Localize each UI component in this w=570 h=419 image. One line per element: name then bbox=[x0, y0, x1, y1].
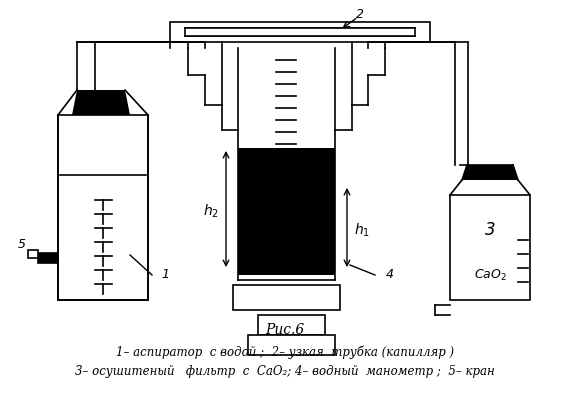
Bar bbox=[233, 285, 340, 310]
Bar bbox=[450, 195, 530, 300]
Text: 3: 3 bbox=[484, 221, 495, 239]
Bar bbox=[185, 28, 415, 36]
Bar bbox=[58, 115, 148, 300]
Text: 1– аспиратор  с водой ;  2– узкая  трубка (капилляр ): 1– аспиратор с водой ; 2– узкая трубка (… bbox=[116, 345, 454, 359]
Polygon shape bbox=[72, 90, 130, 115]
Text: 5: 5 bbox=[18, 238, 26, 251]
Bar bbox=[28, 250, 38, 258]
Text: $h_1$: $h_1$ bbox=[354, 221, 370, 239]
Bar bbox=[248, 335, 335, 355]
Text: $h_2$: $h_2$ bbox=[203, 202, 219, 220]
Bar bbox=[238, 148, 335, 275]
Text: 1: 1 bbox=[161, 269, 169, 282]
Text: $CaO_2$: $CaO_2$ bbox=[474, 267, 506, 282]
Bar bbox=[238, 148, 296, 185]
Text: 3– осушитеный   фильтр  с  СаО₂; 4– водный  манометр ;  5– кран: 3– осушитеный фильтр с СаО₂; 4– водный м… bbox=[75, 365, 495, 378]
Bar bbox=[258, 315, 325, 335]
Bar bbox=[38, 253, 58, 263]
Text: 4: 4 bbox=[386, 269, 394, 282]
Bar bbox=[170, 22, 430, 42]
Polygon shape bbox=[462, 165, 518, 180]
Text: Рис.6: Рис.6 bbox=[266, 323, 304, 337]
Text: 2: 2 bbox=[356, 8, 364, 21]
